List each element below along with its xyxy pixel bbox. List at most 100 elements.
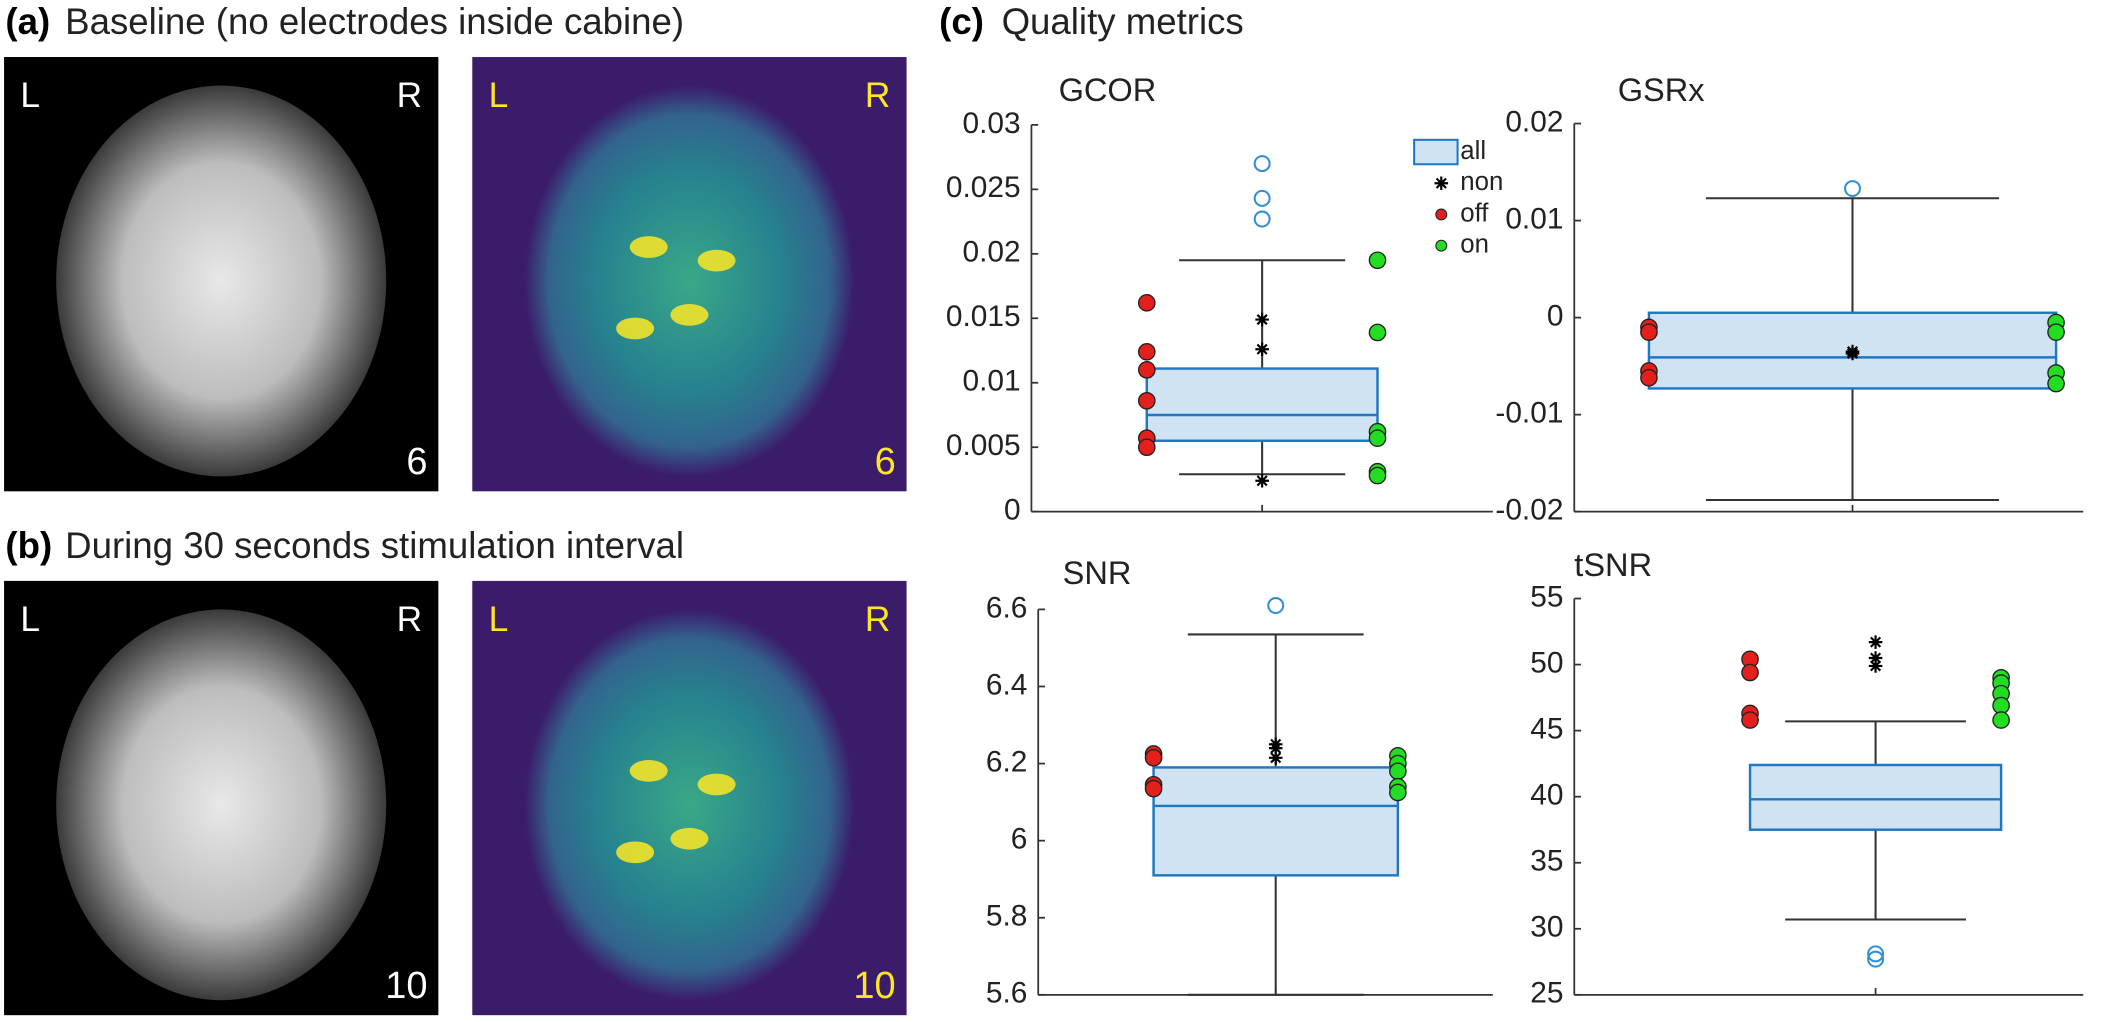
outlier xyxy=(1253,155,1271,173)
y-tick-label: 6.6 xyxy=(986,591,1028,624)
point xyxy=(1389,762,1407,781)
legend-marker xyxy=(1435,239,1448,252)
y-tick-label: 0.02 xyxy=(962,236,1020,269)
y-tick-label: 50 xyxy=(1530,646,1563,679)
panel-label: (a) xyxy=(5,1,50,42)
y-tick-label: 25 xyxy=(1530,977,1563,1010)
outlier xyxy=(1867,950,1885,968)
y-tick-label: 6 xyxy=(1011,823,1028,856)
legend-label: non xyxy=(1460,168,1503,196)
point xyxy=(1868,635,1883,649)
point xyxy=(1268,741,1283,755)
point xyxy=(1389,783,1407,802)
y-tick-label: 6.4 xyxy=(986,668,1028,701)
activation xyxy=(629,236,668,258)
y-tick-label: 55 xyxy=(1530,580,1563,613)
legend-label: all xyxy=(1460,137,1486,165)
legend-marker xyxy=(1435,208,1448,221)
panel-label: (c) xyxy=(939,1,984,42)
point xyxy=(2047,323,2065,341)
outlier xyxy=(1844,180,1861,198)
orientation-label: R xyxy=(865,600,890,639)
activation xyxy=(670,827,709,850)
y-tick-label: 30 xyxy=(1530,911,1563,944)
brain-image xyxy=(524,609,855,1001)
point xyxy=(1368,251,1387,270)
point xyxy=(1640,323,1658,341)
activation xyxy=(616,841,655,864)
brain-image xyxy=(524,85,855,477)
outlier xyxy=(1253,189,1271,207)
y-tick-label: 5.6 xyxy=(986,977,1028,1010)
y-tick-label: 35 xyxy=(1530,845,1563,878)
point xyxy=(1137,438,1156,457)
point xyxy=(1144,748,1163,767)
point xyxy=(1137,342,1156,361)
y-tick-label: 0.01 xyxy=(962,365,1020,398)
point xyxy=(1137,361,1156,379)
point xyxy=(1255,342,1269,357)
y-tick-label: 5.8 xyxy=(986,900,1028,933)
y-tick-label: 6.2 xyxy=(986,745,1028,778)
y-tick-label: 0.015 xyxy=(946,300,1021,333)
activation xyxy=(616,317,655,340)
point xyxy=(1992,711,2010,729)
y-tick-label: 0.02 xyxy=(1505,105,1563,138)
y-tick-label: 0.025 xyxy=(946,171,1021,204)
legend-swatch xyxy=(1413,138,1459,166)
slice-number: 10 xyxy=(853,965,895,1007)
panel-label: (b) xyxy=(5,525,52,566)
orientation-label: R xyxy=(397,76,422,115)
point xyxy=(1992,696,2010,715)
slice-number: 6 xyxy=(875,441,896,483)
point xyxy=(1845,344,1860,359)
point xyxy=(1640,368,1658,387)
point xyxy=(1144,779,1163,798)
activation xyxy=(629,760,668,782)
activation xyxy=(670,304,709,326)
outlier xyxy=(1867,945,1885,963)
y-tick-label: 40 xyxy=(1530,779,1563,812)
orientation-label: L xyxy=(489,600,509,639)
point xyxy=(1868,651,1883,665)
slice-number: 10 xyxy=(385,965,427,1007)
point xyxy=(2047,374,2065,393)
legend-label: on xyxy=(1460,230,1489,258)
outlier xyxy=(1267,597,1285,615)
orientation-label: L xyxy=(20,76,40,115)
activation xyxy=(697,773,736,796)
point xyxy=(1137,293,1156,312)
y-tick-label: 0.01 xyxy=(1505,202,1563,235)
point xyxy=(1368,323,1387,342)
point xyxy=(1255,473,1269,488)
chart-title: GCOR xyxy=(1059,72,1157,108)
box xyxy=(1145,367,1379,442)
brain-image xyxy=(56,609,387,1001)
chart-title: tSNR xyxy=(1574,547,1652,583)
chart-title: SNR xyxy=(1063,555,1132,591)
y-tick-label: -0.01 xyxy=(1495,397,1563,430)
chart-title: GSRx xyxy=(1618,72,1705,108)
y-tick-label: 0.03 xyxy=(962,107,1020,140)
slice-number: 6 xyxy=(406,441,427,483)
point xyxy=(1868,659,1883,673)
y-tick-label: 0 xyxy=(1547,299,1564,332)
point xyxy=(1741,711,1759,729)
box xyxy=(1748,763,2003,831)
orientation-label: L xyxy=(20,600,40,639)
panel-title: Baseline (no electrodes inside cabine) xyxy=(65,1,684,42)
point xyxy=(1741,663,1759,682)
y-tick-label: 45 xyxy=(1530,713,1563,746)
orientation-label: R xyxy=(397,600,422,639)
panel-title: During 30 seconds stimulation interval xyxy=(65,525,684,566)
orientation-label: L xyxy=(489,76,509,115)
point xyxy=(1368,429,1387,448)
point xyxy=(1255,312,1269,327)
y-tick-label: 0.005 xyxy=(946,429,1021,462)
orientation-label: R xyxy=(865,76,890,115)
point xyxy=(1137,391,1156,410)
box xyxy=(1152,766,1400,877)
legend-label: off xyxy=(1460,199,1489,227)
y-tick-label: 0 xyxy=(1004,494,1021,527)
